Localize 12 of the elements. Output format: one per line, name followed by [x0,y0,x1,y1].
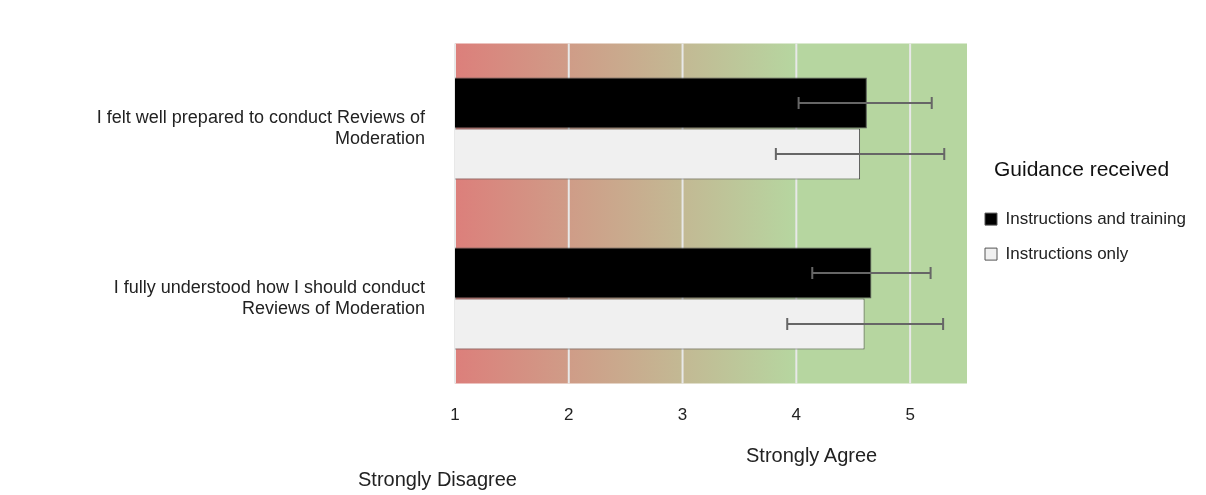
x-tick-label: 5 [905,405,915,425]
x-tick-label: 2 [564,405,574,425]
y-tick-label: I fully understood how I should conduct Reviews of Moderation [113,276,425,319]
legend-label: Instructions only [1005,243,1129,263]
x-tick-label: 1 [450,405,460,425]
x-tick-label: 3 [677,405,688,425]
text: Strongly Disagree [358,468,517,491]
text: Strongly Agree [746,444,878,467]
legend-label: Instructions and training [1005,208,1187,228]
legend-title: Guidance received [993,156,1170,180]
x-tick-label: 4 [791,405,802,425]
y-tick-label: I felt well prepared to conduct Reviews of Moderation [96,106,426,149]
